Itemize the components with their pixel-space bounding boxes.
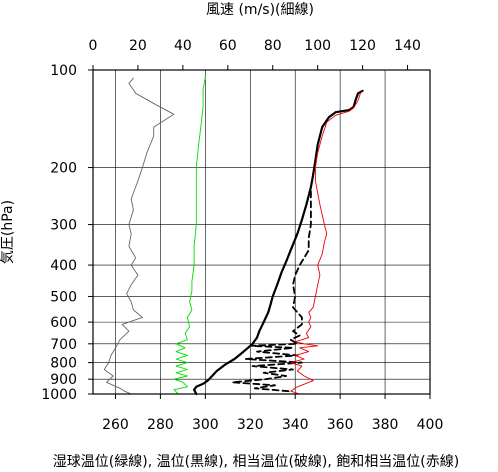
series-line-equivalent-potential-temperature <box>231 147 319 393</box>
bottom-axis-tick-label: 360 <box>327 417 354 433</box>
left-axis-tick-label: 700 <box>50 337 77 353</box>
bottom-axis-tick-label: 340 <box>282 417 309 433</box>
series-line-wind-speed <box>103 77 175 395</box>
left-axis-tick-label: 400 <box>50 258 77 274</box>
bottom-axis-tick-label: 380 <box>372 417 399 433</box>
bottom-axis-title: 湿球温位(緑線), 温位(黒線), 相当温位(破線), 飽和相当温位(赤線) <box>53 453 459 470</box>
left-axis-title: 気圧(hPa) <box>0 200 16 264</box>
bottom-axis-tick-label: 280 <box>147 417 174 433</box>
series-line-wet-bulb-potential-temperature <box>173 76 206 395</box>
top-axis-title: 風速 (m/s)(細線) <box>206 2 314 18</box>
top-axis-ticks: 0 20 40 60 80 100 120 140 <box>89 38 421 70</box>
left-axis-tick-label: 300 <box>50 218 77 234</box>
series-line-saturated-equivalent-potential-temperature <box>290 90 364 395</box>
top-axis-tick-label: 100 <box>304 38 331 54</box>
left-axis-tick-label: 1000 <box>41 387 77 403</box>
bottom-axis-tick-label: 320 <box>237 417 264 433</box>
top-axis-tick-label: 0 <box>89 38 98 54</box>
top-axis-tick-label: 120 <box>349 38 376 54</box>
left-axis-tick-label: 200 <box>50 161 77 177</box>
top-axis-tick-label: 140 <box>394 38 421 54</box>
series-line-potential-temperature <box>193 89 364 396</box>
plot-frame <box>92 69 431 395</box>
bottom-axis-tick-label: 400 <box>417 417 444 433</box>
left-axis-tick-label: 500 <box>50 289 77 305</box>
bottom-axis-tick-label: 260 <box>102 417 129 433</box>
series-layer <box>103 76 364 396</box>
top-axis-tick-label: 80 <box>264 38 282 54</box>
left-axis-tick-label: 800 <box>50 356 77 372</box>
bottom-axis-ticks: 260 280 300 320 340 360 380 400 <box>102 394 443 433</box>
bottom-axis-tick-label: 300 <box>192 417 219 433</box>
top-axis-tick-label: 40 <box>174 38 192 54</box>
top-axis-tick-label: 20 <box>129 38 147 54</box>
left-axis-tick-label: 100 <box>50 63 77 79</box>
left-axis-tick-label: 900 <box>50 372 77 388</box>
top-axis-tick-label: 60 <box>219 38 237 54</box>
left-axis-tick-label: 600 <box>50 315 77 331</box>
